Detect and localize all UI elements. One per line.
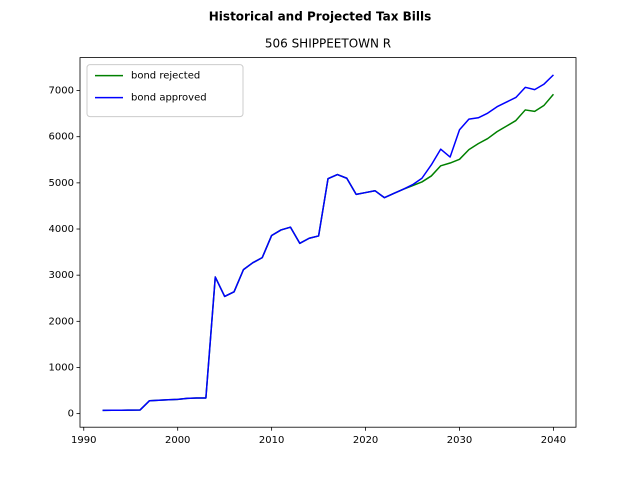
legend-box	[86, 64, 244, 118]
plot-frame	[79, 57, 577, 428]
x-tick-label: 2030	[447, 435, 472, 446]
legend: bond rejected bond approved	[86, 64, 244, 118]
y-tick-label: 3000	[49, 270, 74, 281]
x-tick-label: 2020	[353, 435, 378, 446]
y-tick-label: 1000	[49, 362, 74, 373]
legend-label: bond approved	[131, 93, 207, 104]
chart-subtitle: 506 SHIPPEETOWN R	[265, 37, 391, 51]
x-tick-label: 2010	[259, 435, 284, 446]
x-tick-label: 2000	[165, 435, 190, 446]
y-tick-label: 2000	[49, 316, 74, 327]
y-tick-label: 0	[68, 409, 74, 420]
y-tick-label: 5000	[49, 178, 74, 189]
x-tick-label: 2040	[541, 435, 566, 446]
y-tick-label: 7000	[49, 86, 74, 97]
y-tick-label: 4000	[49, 224, 74, 235]
legend-label: bond rejected	[131, 71, 200, 82]
y-tick-label: 6000	[49, 132, 74, 143]
chart-title: Historical and Projected Tax Bills	[209, 10, 431, 24]
x-tick-label: 1990	[71, 435, 96, 446]
series-line	[102, 93, 555, 412]
series-line	[102, 74, 554, 412]
